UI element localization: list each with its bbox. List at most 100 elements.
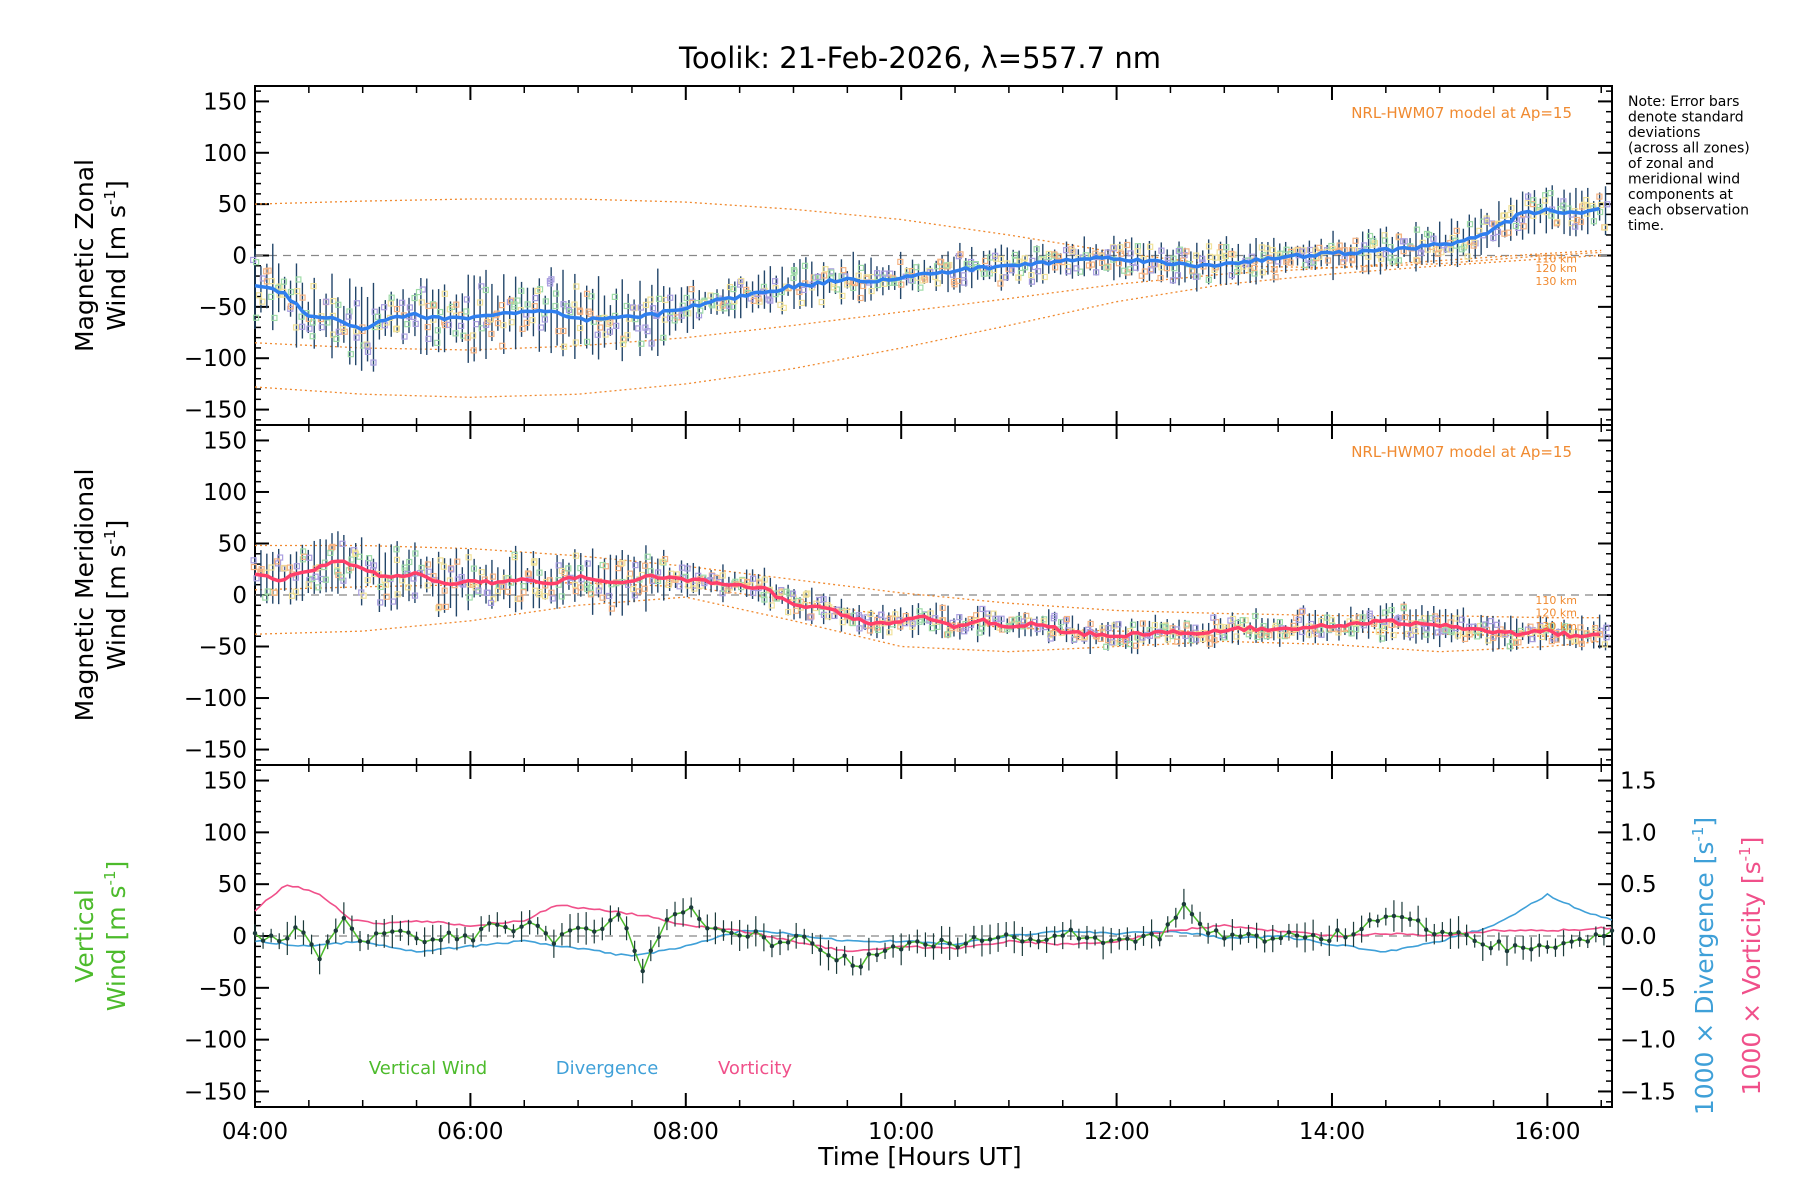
zone-point	[434, 339, 441, 346]
zone-point	[671, 317, 678, 324]
zone-point	[523, 319, 530, 326]
zone-point	[1548, 622, 1555, 630]
zone-point	[1139, 620, 1147, 627]
zone-point	[1127, 250, 1134, 257]
zone-point	[532, 294, 539, 302]
zone-point	[1223, 244, 1230, 251]
y-axis-title-line1: Vertical	[70, 889, 99, 983]
zone-point	[1590, 635, 1597, 642]
zone-point	[1577, 624, 1584, 631]
zone-point	[1111, 622, 1118, 629]
zone-point	[878, 611, 885, 618]
zone-point	[1065, 268, 1072, 275]
vertical-wind-point	[438, 937, 443, 943]
zone-point	[1407, 631, 1415, 638]
zone-point	[1353, 625, 1360, 633]
vertical-wind-point	[341, 915, 347, 921]
zone-point	[1603, 634, 1610, 641]
zone-point	[635, 588, 643, 595]
zone-point	[1199, 635, 1207, 642]
zone-point	[310, 283, 317, 290]
right-axis-title-vorticity-close: ]	[1737, 837, 1766, 847]
zone-point	[389, 598, 397, 605]
zone-point	[1458, 246, 1465, 253]
vertical-wind-point	[697, 916, 702, 922]
zone-point	[608, 605, 616, 612]
zone-point	[393, 556, 401, 563]
zone-point	[441, 290, 448, 297]
vertical-wind-point	[1488, 945, 1494, 951]
note-line: denote standard	[1628, 110, 1744, 126]
vertical-wind-point	[1294, 933, 1300, 938]
vertical-wind-point	[931, 944, 936, 949]
zone-point	[1525, 193, 1532, 200]
zone-point	[1205, 276, 1212, 283]
zone-point	[1590, 218, 1598, 225]
zone-point	[709, 573, 716, 580]
zone-point	[348, 556, 355, 563]
zone-point	[537, 324, 545, 331]
vertical-wind-point	[543, 931, 548, 936]
zone-point	[425, 568, 432, 575]
vertical-wind-point	[810, 941, 815, 946]
zone-point	[577, 324, 584, 332]
zone-point	[1603, 624, 1610, 631]
zone-point	[276, 283, 283, 290]
vertical-wind-point	[1262, 939, 1267, 944]
zone-point	[1464, 253, 1471, 260]
zone-point	[329, 331, 337, 338]
zone-point	[531, 558, 538, 565]
vertical-wind-point	[390, 929, 395, 934]
zone-point	[1147, 243, 1154, 250]
zone-point	[1117, 244, 1124, 251]
vertical-wind-point	[1520, 945, 1526, 950]
zone-point	[1395, 257, 1403, 264]
vertical-wind-point	[648, 948, 653, 953]
zone-point	[944, 263, 951, 270]
zone-point	[1271, 266, 1278, 273]
zone-point	[500, 322, 507, 329]
vertical-wind-point	[769, 943, 775, 949]
zone-point	[1183, 248, 1190, 255]
zone-point	[1283, 258, 1290, 265]
zone-point	[822, 266, 829, 273]
zone-point	[1395, 233, 1403, 240]
zone-point	[445, 321, 453, 328]
zone-point	[649, 305, 657, 312]
zone-point	[1366, 232, 1374, 240]
zone-point	[565, 306, 573, 314]
zone-point	[345, 313, 352, 320]
zone-point	[1553, 636, 1560, 643]
vertical-wind-point	[583, 926, 589, 931]
zone-point	[720, 585, 728, 592]
zone-point	[488, 330, 495, 338]
vertical-wind-point	[1092, 935, 1098, 940]
y-tick-label: 150	[203, 89, 247, 115]
zone-point	[1300, 247, 1308, 254]
zone-point	[1417, 249, 1424, 256]
vertical-wind-point	[777, 940, 783, 945]
vertical-wind-point	[487, 921, 492, 926]
zone-point	[1601, 224, 1609, 231]
zone-point	[584, 560, 591, 567]
zone-point	[561, 570, 568, 577]
zone-point	[1189, 267, 1196, 274]
zone-point	[309, 319, 316, 326]
vertical-wind-point	[406, 930, 411, 935]
zone-point	[1158, 264, 1165, 271]
altitude-label: 110 km	[1535, 594, 1577, 607]
zone-point	[1033, 246, 1040, 253]
zone-point	[482, 286, 489, 294]
zone-point	[1476, 227, 1483, 234]
zone-point	[292, 324, 300, 331]
vertical-wind-point	[1141, 933, 1146, 939]
vertical-wind-point	[478, 926, 484, 932]
zone-point	[857, 294, 864, 302]
zone-point	[1176, 246, 1184, 253]
zone-point	[825, 613, 832, 620]
zone-point	[881, 280, 888, 287]
zone-point	[916, 608, 923, 615]
mean-wind-line	[254, 206, 1600, 332]
zone-point	[1490, 634, 1497, 642]
y-tick-label: 50	[218, 872, 247, 898]
